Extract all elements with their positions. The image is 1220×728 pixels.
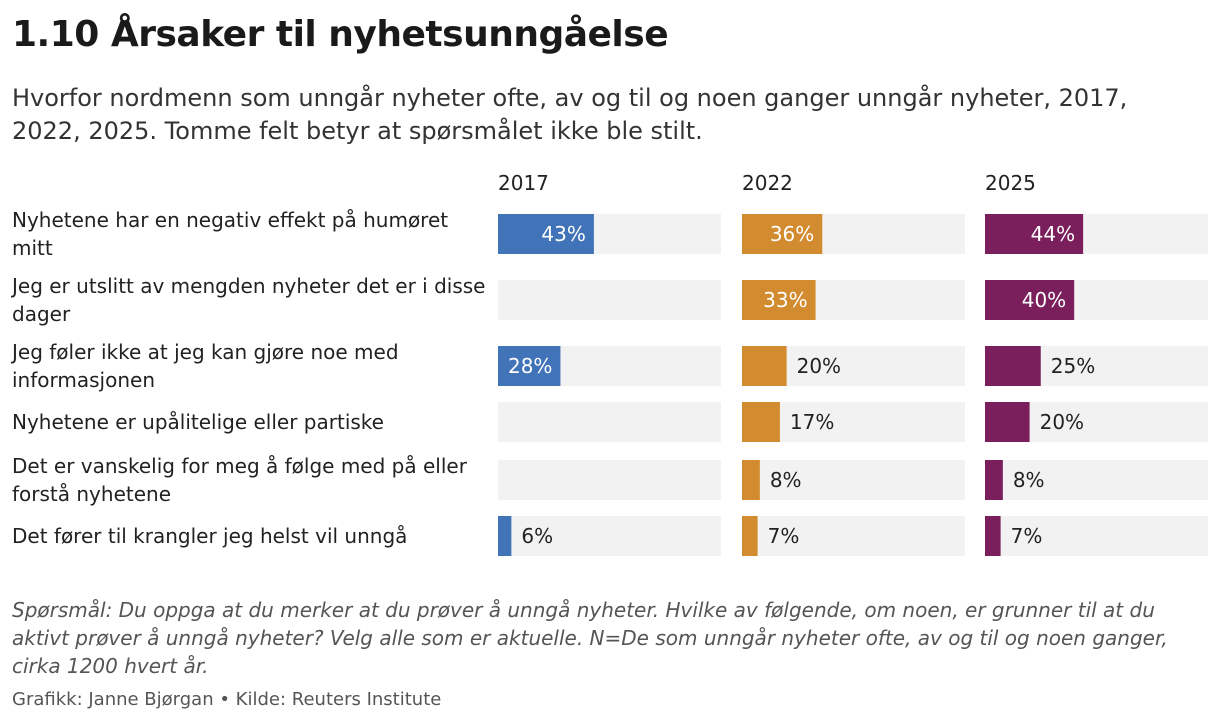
bar-track <box>985 516 1208 556</box>
data-label: 20% <box>1040 410 1084 434</box>
bar <box>742 402 780 442</box>
chart-subtitle: Hvorfor nordmenn som unngår nyheter ofte… <box>12 84 1128 145</box>
bar <box>742 280 816 320</box>
data-label: 20% <box>797 354 841 378</box>
bar <box>498 346 561 386</box>
data-label: 33% <box>763 288 807 312</box>
row-label: Det fører til krangler jeg helst vil unn… <box>12 524 408 548</box>
bar <box>985 460 1003 500</box>
bar-track <box>498 516 721 556</box>
panel-header: 2017 <box>498 171 549 195</box>
bar <box>985 402 1030 442</box>
data-label: 25% <box>1051 354 1095 378</box>
chart-title: 1.10 Årsaker til nyhetsunngåelse <box>12 14 669 55</box>
bar-track <box>498 460 721 500</box>
data-label: 8% <box>1013 468 1045 492</box>
bar <box>498 516 512 556</box>
panel-header: 2022 <box>742 171 793 195</box>
bar-track <box>498 280 721 320</box>
bar <box>742 346 787 386</box>
bar-track <box>498 402 721 442</box>
data-label: 44% <box>1031 222 1075 246</box>
data-label: 40% <box>1022 288 1066 312</box>
bar <box>985 214 1084 254</box>
data-label: 8% <box>770 468 802 492</box>
data-label: 36% <box>770 222 814 246</box>
bar-track <box>742 516 965 556</box>
data-label: 17% <box>790 410 834 434</box>
data-label: 7% <box>768 524 800 548</box>
bar-track <box>742 460 965 500</box>
bar <box>985 280 1075 320</box>
row-label: Nyhetene er upålitelige eller partiske <box>12 410 384 434</box>
bar <box>985 346 1041 386</box>
bar <box>742 516 758 556</box>
data-label: 7% <box>1011 524 1043 548</box>
data-label: 28% <box>508 354 552 378</box>
bar <box>742 460 760 500</box>
bar <box>498 214 594 254</box>
bar <box>742 214 823 254</box>
credit-line: Grafikk: Janne Bjørgan • Kilde: Reuters … <box>12 689 442 710</box>
survey-note: Spørsmål: Du oppga at du merker at du pr… <box>12 598 1168 678</box>
bar-track <box>985 460 1208 500</box>
data-label: 6% <box>521 524 553 548</box>
bar <box>985 516 1001 556</box>
panel-header: 2025 <box>985 171 1036 195</box>
data-label: 43% <box>541 222 585 246</box>
